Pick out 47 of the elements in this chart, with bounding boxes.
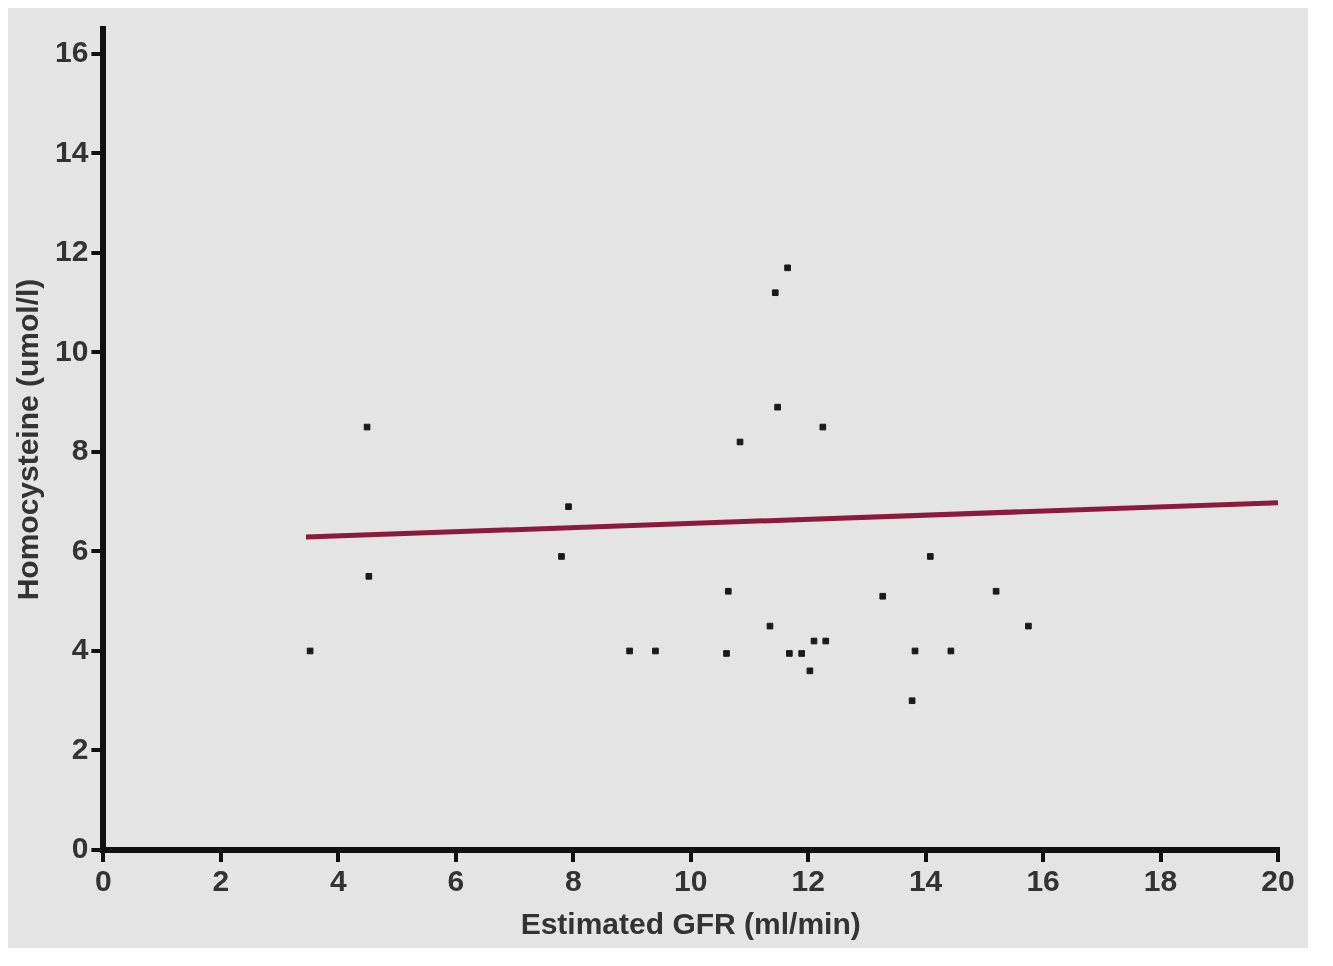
x-tick-label: 18 [1143,864,1178,898]
y-tick-label: 12 [54,234,89,268]
point [784,264,791,272]
point [911,647,919,655]
y-tick-label: 4 [71,632,89,666]
x-tick-label: 12 [791,864,825,898]
point [723,650,730,657]
point [626,647,633,655]
point [306,647,314,655]
point [908,697,916,705]
point [992,587,1000,595]
x-tick-label: 0 [95,864,112,898]
x-axis-title: Estimated GFR (ml/min) [520,907,861,941]
y-tick-label: 2 [71,731,89,765]
x-tick-label: 20 [1261,864,1295,898]
y-tick-label: 10 [54,333,89,367]
x-tick-label: 2 [212,864,230,898]
y-tick-label: 14 [54,134,89,168]
point [1025,622,1032,630]
point [565,503,572,510]
y-tick-label: 0 [71,831,89,865]
point [771,289,779,297]
point [774,403,781,411]
y-tick-label: 16 [54,35,89,69]
point [947,647,955,655]
point [819,423,827,431]
point [363,423,371,431]
point [798,650,806,657]
point [652,647,659,655]
point [365,573,373,580]
point [806,667,814,675]
point [558,553,565,560]
point [786,650,793,657]
y-tick-label: 8 [71,433,89,467]
point [879,592,887,600]
point [822,637,830,645]
x-tick-label: 8 [564,864,582,898]
x-tick-label: 16 [1026,864,1060,898]
y-axis-title: Homocysteine (umol/l) [11,278,45,601]
x-tick-label: 10 [674,864,708,898]
x-tick-label: 14 [908,864,943,898]
point [766,622,774,630]
x-tick-label: 6 [447,864,465,898]
y-tick-label: 6 [71,532,89,566]
point [724,587,732,595]
x-tick-label: 4 [329,864,347,898]
point [926,553,934,560]
